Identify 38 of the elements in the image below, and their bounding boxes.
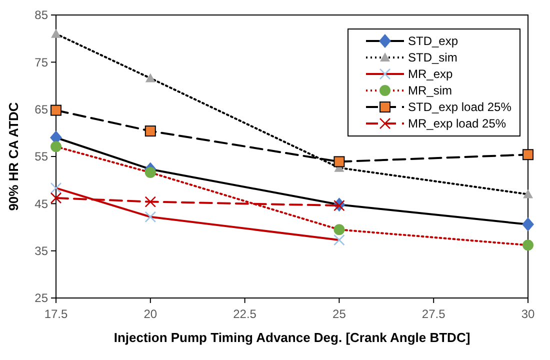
legend-label: MR_exp load 25% bbox=[408, 116, 506, 131]
x-axis-title: Injection Pump Timing Advance Deg. [Crank Angle BTDC] bbox=[114, 330, 470, 345]
point bbox=[334, 156, 345, 168]
y-tick-label: 25 bbox=[34, 291, 48, 306]
x-tick-label: 17.5 bbox=[44, 307, 68, 321]
x-tick-label: 20 bbox=[144, 307, 158, 321]
point bbox=[144, 196, 156, 208]
point bbox=[334, 224, 345, 236]
point bbox=[50, 192, 62, 204]
legend-label: STD_sim bbox=[408, 50, 458, 65]
legend-label: MR_sim bbox=[408, 84, 452, 98]
point bbox=[50, 182, 62, 194]
x-tick-label: 25 bbox=[332, 307, 346, 321]
point bbox=[522, 240, 534, 251]
x-tick-label: 22.5 bbox=[233, 307, 257, 321]
x-tick-label: 30 bbox=[521, 307, 535, 321]
point bbox=[145, 73, 156, 82]
point bbox=[50, 141, 62, 152]
y-tick-label: 55 bbox=[34, 150, 48, 164]
point bbox=[523, 189, 533, 198]
legend-label: STD_exp bbox=[408, 34, 458, 48]
legend-label: STD_exp load 25% bbox=[408, 100, 512, 114]
x-tick-label: 27.5 bbox=[422, 307, 446, 321]
point bbox=[144, 211, 156, 223]
point bbox=[522, 149, 534, 160]
y-tick-label: 45 bbox=[34, 196, 48, 211]
point bbox=[144, 126, 156, 137]
y-axis-title: 90% HR CA ATDC bbox=[6, 102, 21, 211]
point bbox=[522, 217, 534, 232]
y-tick-label: 65 bbox=[34, 102, 48, 117]
point bbox=[51, 28, 61, 38]
legend-label: MR_exp bbox=[408, 67, 454, 82]
y-tick-label: 85 bbox=[34, 8, 48, 22]
y-tick-label: 35 bbox=[34, 244, 48, 258]
point bbox=[144, 167, 156, 178]
y-tick-label: 75 bbox=[34, 55, 48, 70]
point bbox=[50, 104, 62, 116]
point bbox=[334, 234, 345, 246]
